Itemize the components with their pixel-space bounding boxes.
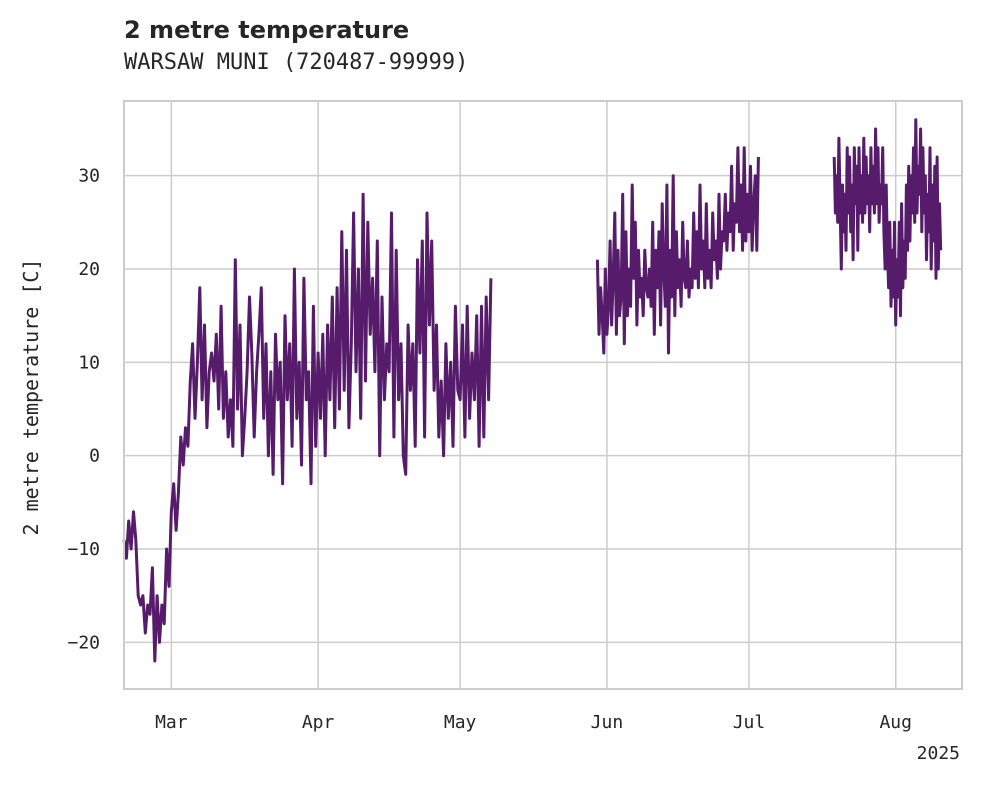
- y-tick-label: 20: [78, 259, 100, 280]
- x-tick-label: Mar: [155, 712, 188, 733]
- y-tick-label: 0: [89, 446, 100, 467]
- plot-frame: [123, 100, 963, 690]
- y-tick-label: 10: [78, 352, 100, 373]
- x-tick-label: Jun: [591, 712, 624, 733]
- series-line-segment-1: [122, 192, 493, 663]
- series-line-segment-3: [832, 118, 943, 327]
- year-label: 2025: [917, 743, 960, 764]
- x-tick-label: Apr: [302, 712, 335, 733]
- x-tick-label: Aug: [879, 712, 912, 733]
- x-tick-label: Jul: [733, 712, 766, 733]
- y-axis-label: 2 metre temperature [C]: [19, 259, 43, 536]
- x-tick-label: May: [444, 712, 477, 733]
- x-ticks: Mar Apr May Jun Jul Aug: [155, 712, 912, 733]
- y-tick-label: 30: [78, 166, 100, 187]
- data-lines: [122, 118, 943, 663]
- y-tick-label: −20: [67, 632, 100, 653]
- chart-title: 2 metre temperature: [124, 16, 410, 44]
- series-line-segment-2: [595, 146, 760, 355]
- chart-subtitle: WARSAW MUNI (720487-99999): [124, 50, 469, 75]
- y-ticks: −20 −10 0 10 20 30: [67, 166, 100, 654]
- y-tick-label: −10: [67, 539, 100, 560]
